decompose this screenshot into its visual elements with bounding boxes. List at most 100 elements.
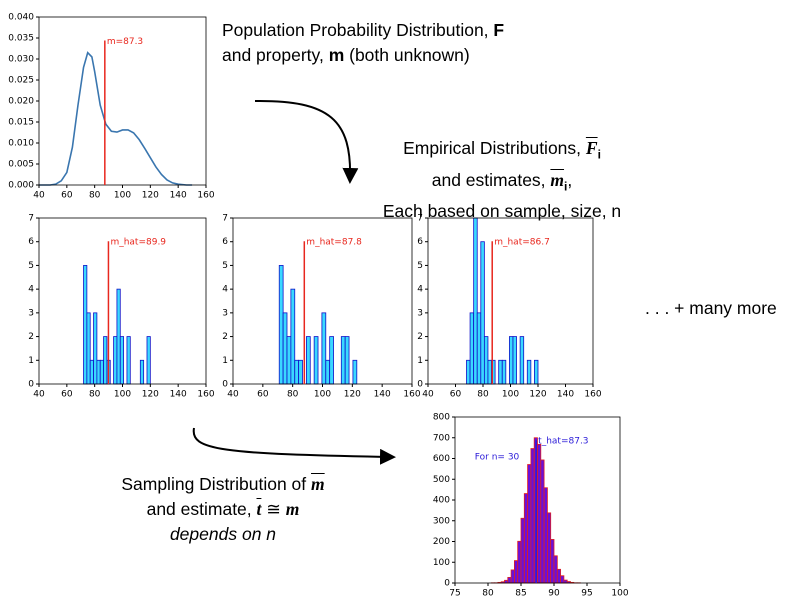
y-tick-label: 100 bbox=[433, 558, 450, 568]
bar bbox=[282, 312, 288, 385]
y-tick-label: 2 bbox=[417, 332, 423, 342]
y-tick-label: 0.025 bbox=[8, 76, 34, 86]
y-tick-label: 7 bbox=[222, 214, 228, 224]
y-tick-label: 700 bbox=[433, 433, 450, 443]
y-tick-label: 0.035 bbox=[8, 34, 34, 44]
bar bbox=[305, 336, 311, 385]
estimate-label: m_hat=86.7 bbox=[494, 238, 550, 248]
x-tick-label: 100 bbox=[114, 390, 131, 400]
caption-symbol: t bbox=[256, 499, 262, 519]
y-tick-label: 0 bbox=[444, 579, 450, 589]
bar bbox=[501, 359, 507, 385]
caption-symbol: m bbox=[311, 474, 325, 494]
y-tick-label: 3 bbox=[417, 308, 423, 318]
x-tick-label: 40 bbox=[33, 390, 45, 400]
x-tick-label: 40 bbox=[422, 390, 434, 400]
x-tick-label: 120 bbox=[142, 191, 159, 201]
bar bbox=[508, 336, 514, 385]
arrow bbox=[254, 99, 359, 184]
bar bbox=[321, 312, 327, 385]
bar bbox=[517, 540, 522, 584]
x-tick-label: 80 bbox=[287, 390, 299, 400]
x-tick-label: 100 bbox=[611, 589, 628, 599]
bar bbox=[119, 336, 125, 385]
x-tick-label: 160 bbox=[197, 191, 214, 201]
y-tick-label: 5 bbox=[28, 261, 34, 271]
bar bbox=[116, 288, 121, 385]
x-tick-label: 140 bbox=[557, 390, 574, 400]
y-tick-label: 5 bbox=[417, 261, 423, 271]
y-tick-label: 500 bbox=[433, 475, 450, 485]
y-tick-label: 0 bbox=[28, 380, 34, 390]
bar bbox=[530, 448, 535, 584]
density-line bbox=[39, 51, 193, 186]
caption-text: and estimate, bbox=[146, 499, 257, 519]
bar bbox=[534, 359, 539, 385]
x-tick-label: 80 bbox=[482, 589, 494, 599]
y-tick-label: 0.015 bbox=[8, 118, 34, 128]
bar bbox=[507, 576, 512, 584]
x-tick-label: 80 bbox=[89, 390, 101, 400]
x-tick-label: 75 bbox=[449, 589, 460, 599]
y-tick-label: 0.020 bbox=[8, 97, 34, 107]
caption-symbol: m bbox=[550, 169, 565, 190]
x-tick-label: 160 bbox=[197, 390, 214, 400]
caption-text: Population Probability Distribution, bbox=[222, 20, 494, 40]
bar bbox=[329, 336, 334, 385]
bar bbox=[473, 217, 478, 385]
x-tick-label: 60 bbox=[61, 191, 73, 201]
x-tick-label: 140 bbox=[170, 390, 187, 400]
y-tick-label: 0.000 bbox=[8, 181, 34, 191]
x-tick-label: 60 bbox=[61, 390, 73, 400]
bar bbox=[543, 487, 548, 584]
bar bbox=[527, 464, 532, 584]
y-tick-label: 0 bbox=[417, 380, 423, 390]
bar bbox=[476, 312, 482, 385]
caption-text: and property, bbox=[222, 45, 329, 65]
caption-text: depends on n bbox=[169, 524, 277, 544]
y-tick-label: 400 bbox=[433, 496, 450, 506]
y-tick-label: 0.030 bbox=[8, 55, 34, 65]
x-tick-label: 60 bbox=[450, 390, 462, 400]
x-tick-label: 100 bbox=[502, 390, 519, 400]
bar bbox=[480, 241, 485, 385]
bar bbox=[96, 359, 101, 385]
y-tick-label: 0.040 bbox=[8, 13, 34, 23]
bar bbox=[550, 539, 555, 584]
y-tick-label: 600 bbox=[433, 454, 450, 464]
bar bbox=[83, 265, 88, 385]
x-tick-label: 120 bbox=[344, 390, 361, 400]
bar bbox=[86, 312, 91, 385]
y-tick-label: 200 bbox=[433, 537, 450, 547]
bar bbox=[553, 555, 558, 584]
x-tick-label: 160 bbox=[584, 390, 601, 400]
population-caption: Population Probability Distribution, F a… bbox=[222, 18, 504, 68]
y-tick-label: 1 bbox=[222, 356, 228, 366]
bar bbox=[340, 336, 346, 385]
y-tick-label: 4 bbox=[222, 285, 228, 295]
bar bbox=[89, 359, 94, 385]
x-tick-label: 120 bbox=[529, 390, 546, 400]
x-tick-label: 100 bbox=[114, 191, 131, 201]
y-tick-label: 1 bbox=[417, 356, 423, 366]
bar bbox=[563, 579, 568, 584]
bar bbox=[294, 359, 300, 385]
bar bbox=[113, 336, 118, 385]
bar bbox=[519, 336, 525, 385]
bar bbox=[537, 443, 542, 584]
x-tick-label: 160 bbox=[403, 390, 420, 400]
bar bbox=[483, 336, 489, 385]
bar bbox=[466, 359, 471, 385]
x-tick-label: 90 bbox=[548, 589, 560, 599]
bar bbox=[146, 336, 151, 385]
y-tick-label: 0 bbox=[222, 380, 228, 390]
bar bbox=[469, 312, 475, 385]
bar bbox=[512, 336, 517, 385]
plot-frame bbox=[38, 217, 207, 385]
bar bbox=[290, 288, 296, 385]
bar bbox=[523, 493, 528, 584]
y-tick-label: 4 bbox=[417, 285, 423, 295]
x-tick-label: 140 bbox=[170, 191, 187, 201]
bar bbox=[510, 569, 515, 584]
